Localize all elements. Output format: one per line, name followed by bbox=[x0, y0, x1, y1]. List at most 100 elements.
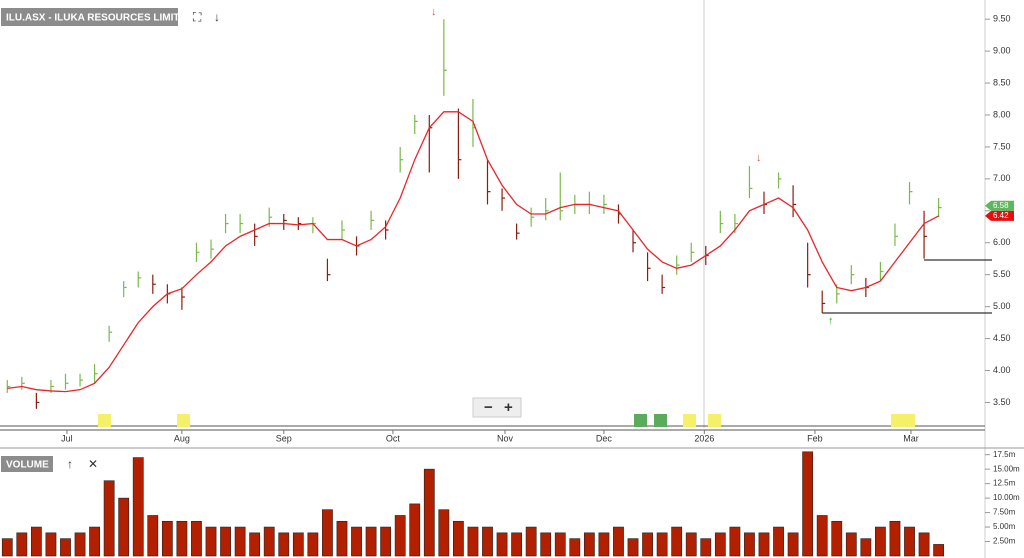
y-tick-label: 8.00 bbox=[993, 109, 1011, 119]
price-bar bbox=[93, 364, 98, 384]
volume-bar bbox=[438, 509, 450, 557]
volume-bar bbox=[467, 526, 479, 557]
volume-bar bbox=[918, 532, 930, 557]
price-bar bbox=[821, 290, 826, 314]
move-up-icon[interactable]: ↑ bbox=[67, 457, 73, 471]
volume-bar bbox=[875, 526, 886, 557]
volume-bar bbox=[220, 526, 231, 557]
volume-bar bbox=[656, 532, 668, 557]
volume-bar bbox=[482, 526, 493, 557]
price-badge-label: 6.58 bbox=[993, 201, 1009, 210]
volume-bar bbox=[554, 532, 566, 557]
volume-bar bbox=[409, 503, 421, 557]
moving-average bbox=[7, 111, 939, 393]
x-tick-label: Feb bbox=[807, 433, 823, 443]
volume-y-tick-label: 5.00m bbox=[993, 522, 1016, 531]
title-badge bbox=[1, 8, 178, 26]
price-bar bbox=[341, 220, 345, 240]
price-bar bbox=[210, 239, 215, 259]
price-bar bbox=[748, 166, 753, 199]
price-bar bbox=[486, 159, 491, 205]
price-bar bbox=[545, 198, 549, 221]
volume-bar bbox=[322, 509, 333, 557]
zoom-in[interactable]: + bbox=[504, 399, 513, 416]
price-bar bbox=[6, 380, 11, 393]
price-bar bbox=[457, 108, 462, 179]
price-bar bbox=[850, 265, 855, 285]
price-bar bbox=[297, 217, 302, 230]
x-tick-label: 2026 bbox=[694, 433, 714, 443]
volume-bar bbox=[89, 526, 100, 557]
chart-title: ILU.ASX - ILUKA RESOURCES LIMITED bbox=[6, 13, 193, 24]
volume-bar bbox=[540, 532, 552, 557]
y-tick-label: 3.50 bbox=[993, 397, 1011, 407]
event-icon[interactable] bbox=[708, 414, 721, 427]
volume-bar bbox=[904, 526, 915, 557]
volume-bar bbox=[132, 457, 144, 557]
download-icon[interactable]: ↓ bbox=[214, 10, 220, 24]
x-tick-label: Dec bbox=[596, 433, 613, 443]
volume-bar bbox=[583, 532, 595, 557]
volume-bar bbox=[860, 538, 872, 557]
price-badge bbox=[985, 210, 1014, 221]
volume-bar bbox=[278, 532, 290, 557]
close-icon[interactable]: ✕ bbox=[88, 457, 98, 471]
x-tick-label: Jul bbox=[61, 433, 73, 443]
price-bar bbox=[181, 287, 185, 310]
volume-bar bbox=[758, 532, 770, 557]
price-bar bbox=[414, 114, 418, 135]
event-icon[interactable] bbox=[634, 414, 647, 427]
price-bar bbox=[254, 223, 258, 246]
volume-bar bbox=[351, 526, 362, 557]
volume-bar bbox=[263, 526, 275, 557]
volume-bar bbox=[30, 526, 42, 557]
event-icon[interactable] bbox=[98, 414, 111, 427]
event-icon[interactable] bbox=[902, 414, 915, 427]
event-icon[interactable] bbox=[891, 414, 904, 427]
volume-bar bbox=[74, 532, 86, 557]
price-bar bbox=[385, 220, 389, 240]
event-icon[interactable] bbox=[683, 414, 696, 427]
x-tick-label: Aug bbox=[174, 433, 190, 443]
price-bar bbox=[661, 274, 666, 294]
event-icon[interactable] bbox=[177, 414, 190, 427]
fullscreen-icon[interactable]: ⛶ bbox=[192, 10, 202, 24]
price-bar bbox=[283, 214, 287, 230]
volume-bar bbox=[802, 451, 814, 557]
price-bar bbox=[894, 223, 898, 246]
y-tick-label: 9.00 bbox=[993, 45, 1011, 55]
price-bar bbox=[224, 214, 229, 234]
signal-arrow: ↑ bbox=[828, 315, 834, 327]
y-tick-label: 6.00 bbox=[993, 237, 1011, 247]
x-tick-label: Sep bbox=[276, 433, 292, 443]
volume-bar bbox=[205, 526, 217, 557]
price-bar bbox=[152, 274, 156, 294]
price-bar bbox=[370, 210, 375, 230]
y-tick-label: 5.00 bbox=[993, 301, 1011, 311]
volume-bar bbox=[336, 520, 348, 557]
volume-bar bbox=[394, 515, 406, 557]
price-bar bbox=[123, 281, 127, 298]
price-bar bbox=[690, 242, 695, 262]
event-icon[interactable] bbox=[654, 414, 667, 427]
volume-bar bbox=[249, 532, 261, 557]
zoom-out[interactable]: − bbox=[484, 399, 493, 416]
price-bar bbox=[923, 210, 928, 259]
volume-bar bbox=[627, 538, 639, 557]
volume-bar bbox=[613, 526, 624, 557]
price-bar bbox=[603, 194, 607, 214]
volume-bar bbox=[191, 520, 202, 557]
y-tick-label: 7.00 bbox=[993, 173, 1011, 183]
price-bar bbox=[21, 376, 25, 390]
volume-bar bbox=[889, 520, 901, 557]
price-bar bbox=[719, 210, 724, 234]
price-bar bbox=[326, 258, 331, 282]
volume-bar bbox=[292, 532, 304, 557]
price-bar bbox=[559, 172, 564, 221]
signal-arrow: ↓ bbox=[431, 6, 437, 18]
volume-bar bbox=[773, 526, 784, 557]
volume-bar bbox=[423, 468, 435, 557]
volume-bar bbox=[787, 532, 799, 557]
